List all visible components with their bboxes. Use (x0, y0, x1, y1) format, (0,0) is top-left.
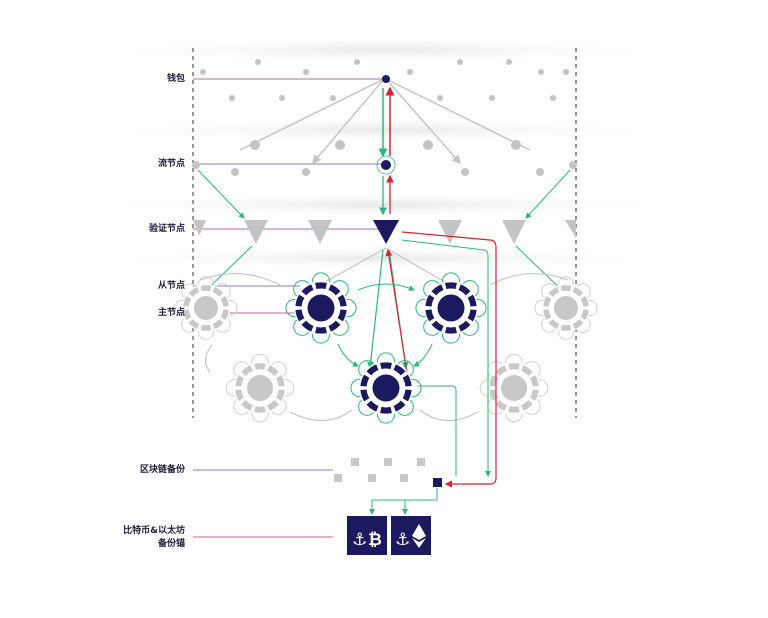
stream-node-active (381, 160, 391, 170)
master-node-right (415, 272, 487, 344)
validator-node-active (373, 220, 399, 244)
svg-text:⚓: ⚓ (395, 530, 410, 550)
stream-node-row (192, 140, 577, 176)
label-slave-node: 从节点 (157, 281, 185, 291)
master-node-bottom (350, 352, 422, 424)
label-master-node: 主节点 (157, 308, 185, 318)
faded-master-node (225, 353, 295, 423)
validator-node-row (193, 220, 576, 244)
faded-master-node (534, 276, 598, 340)
backup-block (368, 474, 376, 482)
master-to-backup-green (418, 385, 457, 476)
label-anchor-line2: 备份锚 (157, 539, 185, 549)
validator-to-backup-red (401, 231, 497, 488)
active-master-nodes (285, 272, 487, 424)
faded-master-nodes (174, 276, 598, 423)
label-anchor-line1: 比特币&以太坊 (123, 526, 185, 536)
faded-master-node (174, 276, 238, 340)
eth-anchor-tile: ⚓ (391, 516, 431, 555)
faded-master-node (479, 353, 549, 423)
blockchain-backup-chain (334, 458, 442, 487)
ethereum-anchor-icon: ⚓ (395, 524, 426, 550)
label-wallet: 钱包 (166, 74, 185, 84)
backup-block (400, 474, 408, 482)
faded-interconnect-links (199, 273, 569, 422)
validator-master-links (324, 247, 446, 381)
label-validator-node: 验证节点 (148, 224, 185, 234)
label-blockchain-backup: 区块链备份 (139, 465, 185, 475)
backup-block (384, 458, 392, 466)
wallet-stream-grey-links (239, 78, 531, 165)
master-interconnect-links (337, 283, 433, 367)
svg-text:⚓: ⚓ (352, 530, 367, 550)
bitcoin-anchor-icon: ⚓ ₿ (352, 530, 382, 550)
wallet-layer-dots (200, 59, 569, 101)
master-node-left (285, 272, 357, 344)
svg-text:₿: ₿ (368, 530, 382, 550)
backup-block (334, 474, 342, 482)
btc-anchor-tile: ⚓ ₿ (347, 516, 387, 555)
backup-block-latest (433, 478, 442, 487)
wallet-node (382, 75, 390, 83)
validator-to-backup-green (401, 239, 491, 477)
backup-block (417, 458, 425, 466)
label-stream-node: 流节点 (157, 159, 185, 169)
backup-block (351, 458, 359, 466)
